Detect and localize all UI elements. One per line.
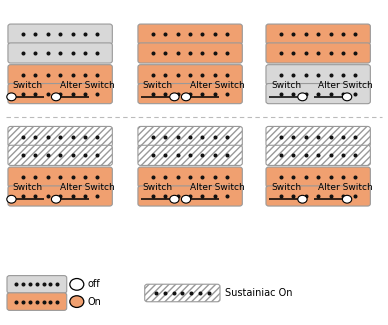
Text: Alter Switch: Alter Switch [190,81,244,90]
Text: Alter Switch: Alter Switch [60,183,114,192]
Text: Switch: Switch [271,183,301,192]
Circle shape [342,195,352,203]
Text: Switch: Switch [13,81,43,90]
FancyBboxPatch shape [7,293,67,310]
Circle shape [182,195,191,203]
FancyBboxPatch shape [8,65,113,85]
FancyBboxPatch shape [138,167,242,187]
Text: On: On [87,297,101,306]
Circle shape [70,279,84,290]
FancyBboxPatch shape [8,24,113,44]
Text: Switch: Switch [143,183,173,192]
Text: Sustainiac On: Sustainiac On [225,288,293,298]
FancyBboxPatch shape [138,65,242,85]
Text: Alter Switch: Alter Switch [318,183,372,192]
FancyBboxPatch shape [138,84,242,104]
Text: Switch: Switch [271,81,301,90]
FancyBboxPatch shape [8,84,113,104]
FancyBboxPatch shape [8,126,113,147]
FancyBboxPatch shape [266,186,370,206]
FancyBboxPatch shape [138,186,242,206]
FancyBboxPatch shape [8,186,113,206]
FancyBboxPatch shape [266,84,370,104]
Text: Switch: Switch [13,183,43,192]
FancyBboxPatch shape [8,43,113,63]
Text: Switch: Switch [143,81,173,90]
Circle shape [298,195,307,203]
Circle shape [342,93,352,101]
Circle shape [7,93,16,101]
FancyBboxPatch shape [145,284,220,302]
FancyBboxPatch shape [266,145,370,165]
Circle shape [52,195,61,203]
FancyBboxPatch shape [266,65,370,85]
FancyBboxPatch shape [7,276,67,293]
Circle shape [170,195,179,203]
Circle shape [70,296,84,307]
FancyBboxPatch shape [8,145,113,165]
Text: off: off [87,280,100,289]
Circle shape [170,93,179,101]
Circle shape [52,93,61,101]
FancyBboxPatch shape [138,43,242,63]
Text: Alter Switch: Alter Switch [318,81,372,90]
FancyBboxPatch shape [8,167,113,187]
FancyBboxPatch shape [266,126,370,147]
FancyBboxPatch shape [138,24,242,44]
FancyBboxPatch shape [138,126,242,147]
FancyBboxPatch shape [266,167,370,187]
FancyBboxPatch shape [138,145,242,165]
Text: Alter Switch: Alter Switch [60,81,114,90]
Circle shape [7,195,16,203]
FancyBboxPatch shape [266,24,370,44]
Text: Alter Switch: Alter Switch [190,183,244,192]
FancyBboxPatch shape [266,43,370,63]
Circle shape [182,93,191,101]
Circle shape [298,93,307,101]
